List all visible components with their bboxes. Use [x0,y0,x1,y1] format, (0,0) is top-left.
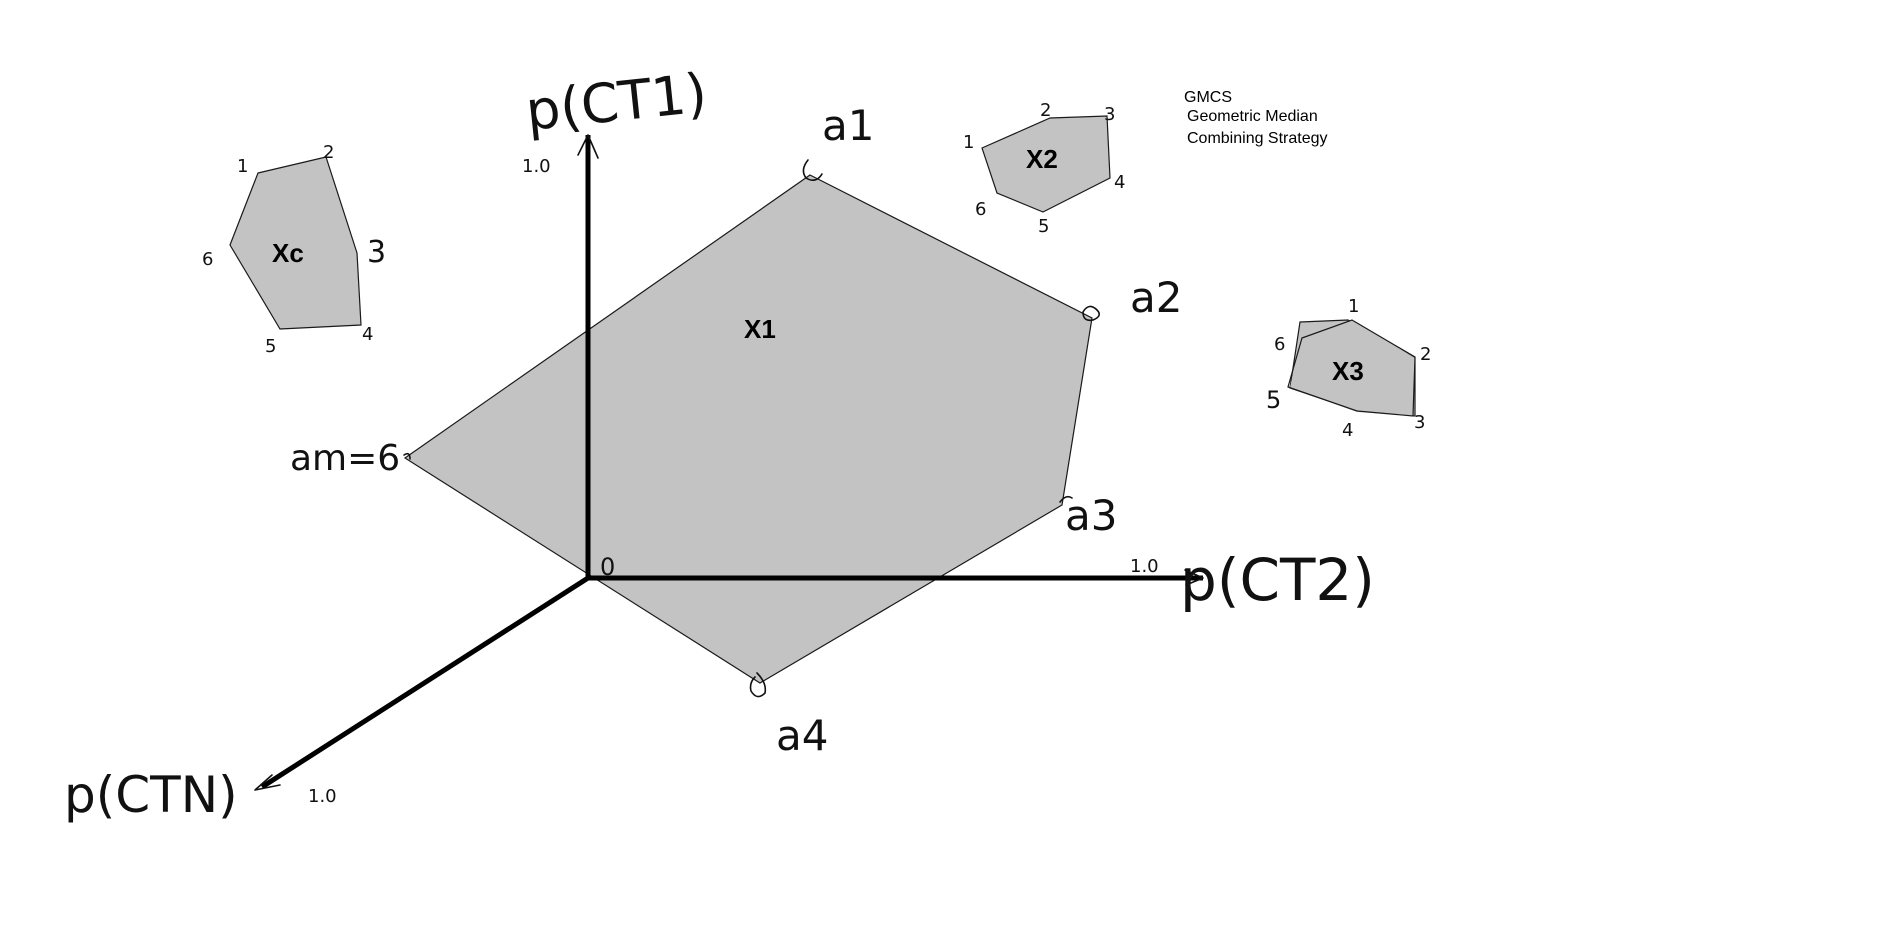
axis-ct1-tick: 1.0 [522,156,551,177]
x2-vertex-6: 6 [975,199,986,220]
legend-line-1: Geometric Median [1187,108,1318,125]
x1-vertex-markers [403,159,1101,698]
legend-line-2: Combining Strategy [1187,130,1328,147]
polygon-x3: X3 1 2 3 4 5 6 [1266,296,1431,441]
polygon-x1-shape [403,174,1093,684]
polygon-x3-shape-fill [1290,320,1415,416]
axis-ct1-arrowhead [577,134,599,159]
x1-vertex-a4: a4 [776,711,828,760]
x2-vertex-3: 3 [1104,104,1115,125]
polygon-x1: X1 [403,174,1093,684]
x2-vertex-5: 5 [1038,216,1049,237]
origin-label: 0 [600,553,615,581]
polygon-xc-shape [229,156,362,330]
xc-vertex-4: 4 [362,324,373,345]
x2-vertex-4: 4 [1114,172,1125,193]
polygon-x3-outline [1287,319,1416,417]
polygon-x2-shape [981,115,1111,213]
polygon-x2-label: X2 [1026,144,1058,174]
xc-vertex-2: 2 [323,142,334,163]
polygon-x2: X2 1 2 3 4 5 6 [963,100,1125,237]
legend: GMCS Geometric Median Combining Strategy [1184,89,1328,147]
polygon-xc: Xc 1 2 3 4 5 6 [202,142,386,357]
x2-vertex-1: 1 [963,132,974,153]
polygon-xc-label: Xc [272,238,304,268]
xc-vertex-3: 3 [367,235,386,270]
axis-ctn-tick: 1.0 [308,786,337,807]
xc-vertex-1: 1 [237,156,248,177]
x3-vertex-6: 6 [1274,334,1285,355]
axis-ctn-label: p(CTN) [64,766,238,824]
axis-ctn-arrowhead [254,774,281,791]
axis-ct2-arrowhead [1184,569,1204,586]
axes [254,134,1204,791]
x3-vertex-2: 2 [1420,344,1431,365]
x3-vertex-5: 5 [1266,386,1281,414]
xc-vertex-5: 5 [265,336,276,357]
xc-vertex-6: 6 [202,249,213,270]
x2-vertex-2: 2 [1040,100,1051,121]
x1-vertex-am: am=6 [290,438,400,479]
polygon-x1-label: X1 [744,314,776,344]
x3-vertex-4: 4 [1342,420,1353,441]
axis-ct2-label: p(CT2) [1180,546,1375,614]
polygon-x3-label: X3 [1332,356,1364,386]
x3-vertex-1: 1 [1348,296,1359,317]
legend-abbr: GMCS [1184,89,1232,106]
axis-ct1-label: p(CT1) [523,61,710,143]
x3-vertex-3: 3 [1414,412,1425,433]
axis-ctn [260,575,590,790]
x1-vertex-a3: a3 [1065,491,1117,540]
x1-vertex-a2: a2 [1130,273,1182,322]
x1-vertex-a1: a1 [822,101,874,150]
axis-ct2-tick: 1.0 [1130,556,1159,577]
